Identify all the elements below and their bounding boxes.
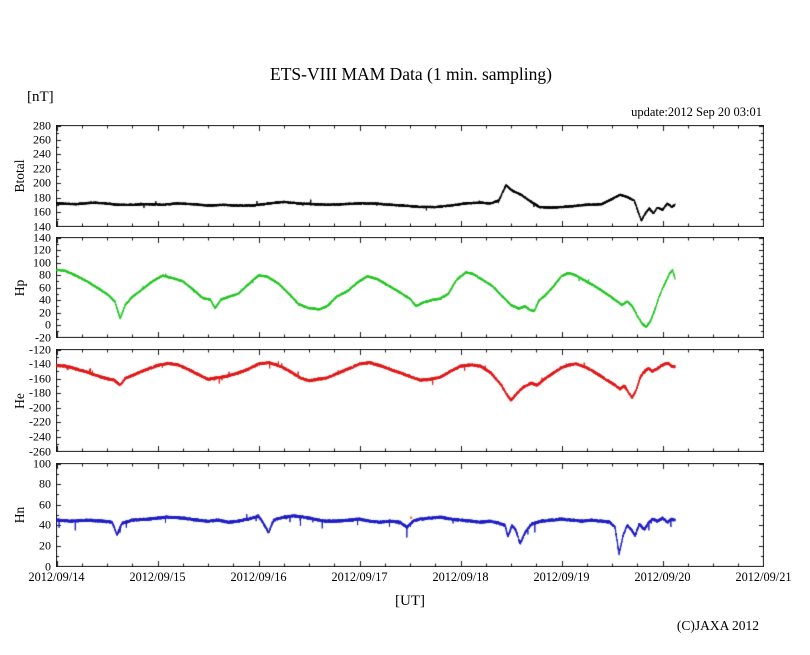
y-tick-label: 40 — [39, 517, 51, 532]
y-tick-label: 80 — [39, 476, 51, 491]
x-tick-label: 2012/09/15 — [129, 570, 186, 584]
panel-canvas-hp — [56, 237, 764, 338]
panel-canvas-btotal — [56, 125, 764, 227]
y-tick-label: 0 — [45, 559, 51, 573]
update-timestamp: update:2012 Sep 20 03:01 — [631, 105, 762, 119]
page-title: ETS-VIII MAM Data (1 min. sampling) — [270, 64, 552, 84]
y-tick-label: -20 — [35, 330, 51, 344]
y-tick-label: 20 — [39, 538, 51, 553]
y-tick-label: 80 — [39, 267, 51, 282]
x-tick-label: 2012/09/16 — [230, 570, 287, 584]
y-axis-unit-label: [nT] — [27, 89, 54, 105]
y-tick-label: -220 — [29, 414, 51, 429]
y-tick-label: 100 — [33, 456, 51, 470]
y-tick-label: 160 — [33, 204, 51, 219]
y-tick-label: -160 — [29, 371, 51, 386]
y-tick-label: -120 — [29, 342, 51, 356]
y-tick-label: -240 — [29, 429, 51, 444]
x-tick-label: 2012/09/19 — [533, 570, 590, 584]
y-tick-label: 240 — [33, 146, 51, 161]
panel-btotal — [56, 125, 764, 227]
y-tick-label: 60 — [39, 497, 51, 512]
x-tick-label: 2012/09/18 — [432, 570, 489, 584]
y-tick-label: -260 — [29, 444, 51, 458]
y-tick-label: -140 — [29, 356, 51, 371]
y-tick-label: 200 — [33, 175, 51, 190]
panel-canvas-he — [56, 349, 764, 452]
panel-hp — [56, 237, 764, 338]
y-tick-label: -200 — [29, 400, 51, 415]
x-tick-label: 2012/09/20 — [634, 570, 691, 584]
x-tick-label: 2012/09/17 — [331, 570, 388, 584]
x-tick-label: 2012/09/21 — [735, 570, 792, 584]
y-tick-label: 140 — [33, 219, 51, 233]
panel-hn — [56, 463, 764, 567]
panel-canvas-hn — [56, 463, 764, 567]
y-tick-label: 60 — [39, 280, 51, 294]
y-tick-label: 140 — [33, 230, 51, 244]
y-tick-label: 20 — [39, 305, 51, 319]
x-tick-label: 2012/09/14 — [28, 570, 85, 584]
y-tick-label: -180 — [29, 385, 51, 400]
y-tick-label: 180 — [33, 190, 51, 205]
y-tick-label: 0 — [45, 317, 51, 332]
copyright-label: (C)JAXA 2012 — [676, 618, 759, 633]
y-tick-label: 220 — [33, 161, 51, 176]
y-tick-label: 100 — [33, 255, 51, 269]
y-tick-label: 280 — [33, 118, 51, 132]
y-tick-label: 40 — [39, 292, 51, 307]
x-axis-label: [UT] — [395, 593, 425, 609]
y-tick-label: 120 — [33, 242, 51, 257]
y-tick-label: 260 — [33, 132, 51, 147]
panel-he — [56, 349, 764, 452]
